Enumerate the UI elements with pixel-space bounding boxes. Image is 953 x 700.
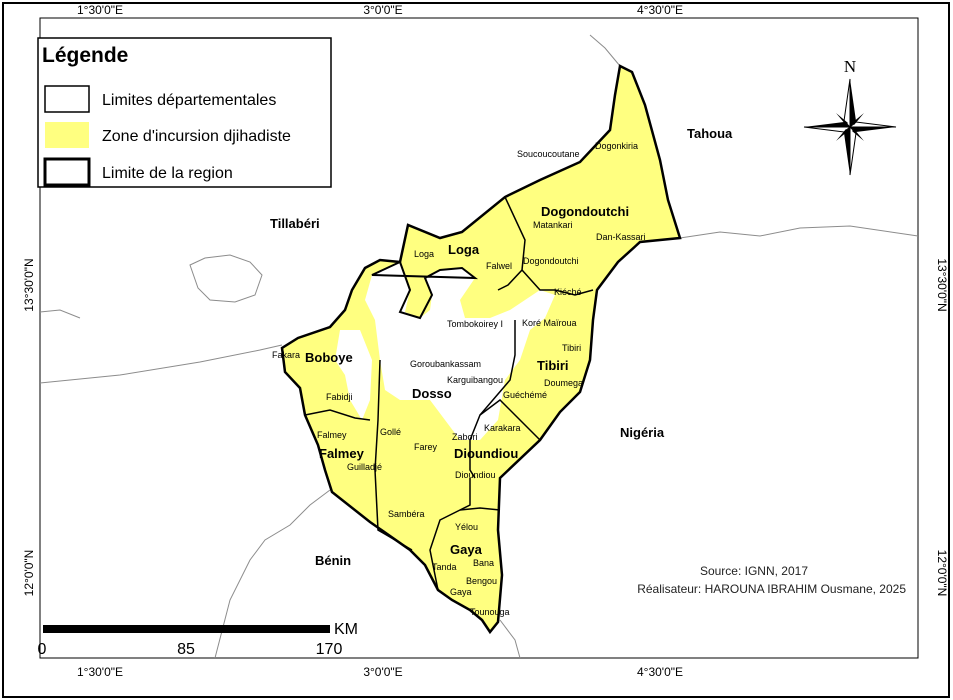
commune-label: Doumega: [544, 378, 583, 388]
north-arrow: N: [803, 57, 897, 176]
scale-label: 0: [38, 641, 47, 658]
commune-label: Falwel: [486, 261, 512, 271]
dept-dogondoutchi: Dogondoutchi: [541, 204, 629, 219]
legend-swatch-dept: [44, 85, 90, 113]
dept-tibiri: Tibiri: [537, 358, 569, 373]
legend-item: Limites départementales: [102, 92, 276, 109]
commune-label: Fabidji: [326, 392, 353, 402]
commune-label: Kiéché: [554, 287, 582, 297]
legend-swatch-incursion: [45, 122, 89, 148]
label-tahoua: Tahoua: [687, 126, 733, 141]
commune-labels: Soucoucoutane Dogonkiria Matankari Dan-K…: [272, 141, 646, 617]
commune-label: Gollé: [380, 427, 401, 437]
commune-label: Dioundiou: [455, 470, 496, 480]
commune-label: Guéchémé: [503, 390, 547, 400]
commune-label: Loga: [414, 249, 434, 259]
commune-label: Goroubankassam: [410, 359, 481, 369]
tick-top: 3°0'0"E: [363, 3, 402, 17]
commune-label: Soucoucoutane: [517, 149, 580, 159]
scale-unit: KM: [334, 621, 358, 638]
commune-label: Yélou: [455, 522, 478, 532]
commune-label: Bengou: [466, 576, 497, 586]
tick-right: 12°0'0"N: [935, 550, 949, 597]
tick-bottom: 3°0'0"E: [363, 665, 402, 679]
commune-label: Tibiri: [562, 343, 581, 353]
north-label: N: [844, 57, 856, 76]
tick-bottom: 4°30'0"E: [637, 665, 683, 679]
dept-dioundiou: Dioundiou: [454, 446, 518, 461]
commune-label: Dogonkiria: [595, 141, 638, 151]
commune-label: Koré Maïroua: [522, 318, 577, 328]
dept-falmey: Falmey: [319, 446, 365, 461]
label-tillaberi: Tillabéri: [270, 216, 320, 231]
department-boundaries: [304, 196, 594, 591]
commune-label: Gaya: [450, 587, 472, 597]
dept-loga: Loga: [448, 242, 480, 257]
label-benin: Bénin: [315, 553, 351, 568]
legend-item: Limite de la region: [102, 165, 233, 182]
dept-boboye: Boboye: [305, 350, 353, 365]
scale-bar-fill: [43, 625, 330, 633]
legend-title: Légende: [42, 44, 128, 67]
commune-label: Farey: [414, 442, 438, 452]
commune-label: Tombokoirey I: [447, 319, 503, 329]
scale-bar: 0 85 170 KM: [38, 621, 358, 658]
tick-bottom: 1°30'0"E: [77, 665, 123, 679]
tick-right: 13°30'0"N: [935, 258, 949, 311]
commune-label: Tanda: [432, 562, 457, 572]
commune-label: Zabori: [452, 432, 478, 442]
dept-gaya: Gaya: [450, 542, 483, 557]
tick-left: 13°30'0"N: [22, 258, 36, 311]
author-text: Réalisateur: HAROUNA IBRAHIM Ousmane, 20…: [637, 582, 906, 596]
source-text: Source: IGNN, 2017: [700, 564, 808, 578]
tick-top: 4°30'0"E: [637, 3, 683, 17]
commune-label: Bana: [473, 558, 494, 568]
commune-label: Karakara: [484, 423, 521, 433]
commune-label: Dan-Kassari: [596, 232, 646, 242]
commune-label: Falmey: [317, 430, 347, 440]
scale-label: 170: [316, 641, 343, 658]
tick-top: 1°30'0"E: [77, 3, 123, 17]
neighbor-borders: [39, 34, 919, 659]
non-incursion-zones: [335, 262, 555, 440]
legend-item: Zone d'incursion djihadiste: [102, 128, 291, 145]
inner-boundary: [371, 260, 479, 320]
label-nigeria: Nigéria: [620, 425, 665, 440]
dept-dosso: Dosso: [412, 386, 452, 401]
tick-left: 12°0'0"N: [22, 550, 36, 597]
commune-label: Matankari: [533, 220, 573, 230]
legend: Légende Limites départementales Zone d'i…: [37, 37, 332, 188]
scale-label: 85: [177, 641, 195, 658]
commune-label: Fakara: [272, 350, 300, 360]
legend-swatch-region: [43, 157, 91, 187]
commune-label: Sambéra: [388, 509, 425, 519]
commune-label: Guilladjé: [347, 462, 382, 472]
commune-label: Tounouga: [470, 607, 510, 617]
commune-label: Dogondoutchi: [523, 256, 579, 266]
commune-label: Karguibangou: [447, 375, 503, 385]
